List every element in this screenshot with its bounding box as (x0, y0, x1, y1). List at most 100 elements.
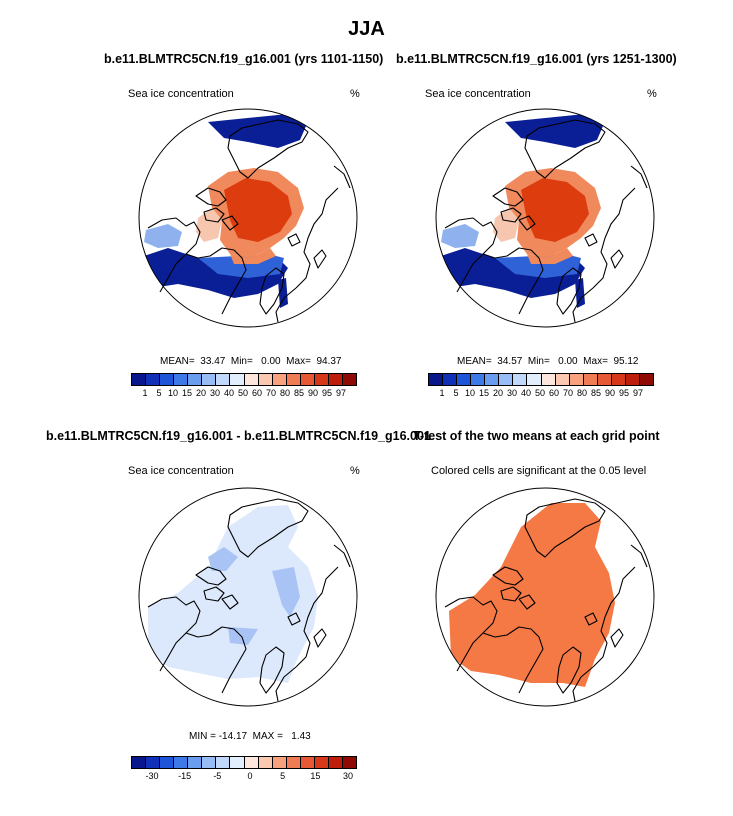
coastline (275, 287, 297, 323)
change-region (148, 505, 318, 683)
colorbar-tick-label: 15 (181, 388, 192, 398)
colorbar-swatch (258, 757, 273, 768)
colorbar-tick-label: 40 (223, 388, 234, 398)
colorbar-swatch (342, 374, 356, 385)
colorbar-swatch (146, 757, 161, 768)
colorbar-swatch (300, 757, 315, 768)
coastline (524, 119, 606, 179)
low-ice-region (436, 248, 585, 298)
coastline (584, 612, 598, 626)
colorbar-tick-label: 97 (335, 388, 346, 398)
panel-3-stats: MIN = -14.17 MAX = 1.43 (189, 731, 311, 742)
sea-ice-region (230, 248, 276, 264)
coastline (287, 233, 301, 247)
colorbar-swatch (555, 374, 570, 385)
panel-1-colorbar-labels: 1 5 10 15 20 30 40 50 60 70 80 85 90 95 97 (131, 388, 355, 400)
colorbar-swatch (569, 374, 584, 385)
colorbar-tick-label: 97 (632, 388, 643, 398)
colorbar-tick-label: 90 (604, 388, 615, 398)
colorbar-tick-label: 5 (453, 388, 459, 398)
colorbar-tick-label: 80 (576, 388, 587, 398)
panel-4-subtitle: Colored cells are significant at the 0.0… (431, 465, 647, 477)
colorbar-swatch (541, 374, 556, 385)
panel-3-map (138, 487, 358, 707)
colorbar-swatch (457, 374, 472, 385)
coastline (221, 215, 239, 231)
panel-4-map (435, 487, 655, 707)
coastline-layer (444, 498, 648, 702)
panel-2-title: b.e11.BLMTRC5CN.f19_g16.001 (yrs 1251-13… (396, 52, 677, 66)
colorbar-swatch (272, 374, 287, 385)
colorbar-swatch (527, 374, 542, 385)
significant-region (449, 503, 615, 687)
panel-3-title: b.e11.BLMTRC5CN.f19_g16.001 - b.e11.BLMT… (46, 429, 431, 443)
colorbar-tick-label: 50 (237, 388, 248, 398)
low-ice-region (139, 248, 288, 298)
sea-ice-region (224, 178, 292, 242)
colorbar-swatch (258, 374, 273, 385)
colorbar-swatch (132, 757, 147, 768)
coastline (500, 586, 522, 602)
colorbar-swatch (597, 374, 612, 385)
sea-ice-region (493, 208, 519, 242)
colorbar-swatch (583, 374, 598, 385)
coastline-layer (444, 119, 648, 323)
colorbar-tick-label: 15 (478, 388, 489, 398)
colorbar-tick-label: 95 (618, 388, 629, 398)
colorbar-swatch (300, 374, 315, 385)
coastline (203, 207, 225, 223)
panel-2-unit-label: % (647, 88, 657, 100)
panel-2-map (435, 108, 655, 328)
panel-2-colorbar-labels: 1 5 10 15 20 30 40 50 60 70 80 85 90 95 97 (428, 388, 652, 400)
coastline (147, 217, 201, 293)
colorbar-tick-label: 15 (310, 771, 321, 781)
colorbar-tick-label: 1 (439, 388, 445, 398)
map-boundary (435, 108, 655, 328)
coastline (492, 187, 524, 207)
colorbar-swatch (314, 757, 329, 768)
colorbar-swatch (188, 757, 203, 768)
coastline (221, 594, 239, 610)
colorbar-swatch (429, 374, 444, 385)
colorbar-swatch (272, 757, 287, 768)
coastline (313, 628, 327, 648)
coastline (572, 287, 594, 323)
coastline-layer (147, 119, 351, 323)
coastline (584, 233, 598, 247)
colorbar-tick-label: 60 (251, 388, 262, 398)
map-boundary (138, 487, 358, 707)
sea-ice-region (196, 208, 222, 242)
coastline (556, 646, 582, 694)
colorbar-tick-label: 70 (265, 388, 276, 398)
coastline (482, 626, 544, 694)
coastline (147, 596, 201, 672)
panel-3-colorbar (131, 756, 357, 769)
coastline (195, 566, 227, 586)
panel-1-title: b.e11.BLMTRC5CN.f19_g16.001 (yrs 1101-11… (104, 52, 384, 66)
colorbar-tick-label: 30 (506, 388, 517, 398)
panel-1-stats: MEAN= 33.47 Min= 0.00 Max= 94.37 (160, 356, 342, 367)
coastline (313, 249, 327, 269)
coastline (610, 249, 624, 269)
colorbar-tick-label: 10 (464, 388, 475, 398)
low-ice-region (278, 278, 288, 308)
coastline (630, 544, 648, 568)
colorbar-swatch (174, 757, 189, 768)
colorbar-tick-label: -5 (213, 771, 222, 781)
colorbar-swatch (513, 374, 528, 385)
panel-3-unit-label: % (350, 465, 360, 477)
coastline (524, 498, 606, 558)
coastline (275, 666, 297, 702)
coastline (287, 612, 301, 626)
colorbar-swatch (174, 374, 189, 385)
colorbar-swatch (499, 374, 514, 385)
colorbar-tick-label: 5 (156, 388, 162, 398)
panel-3-colorbar-labels: -30 -15 -5 0 5 15 30 (131, 771, 355, 783)
low-ice-region (208, 114, 306, 148)
panel-1-variable-label: Sea ice concentration (128, 88, 234, 100)
coastline (518, 215, 536, 231)
colorbar-swatch (160, 757, 175, 768)
colorbar-swatch (230, 757, 245, 768)
map-fill-layer (148, 505, 318, 683)
colorbar-tick-label: -15 (178, 771, 192, 781)
